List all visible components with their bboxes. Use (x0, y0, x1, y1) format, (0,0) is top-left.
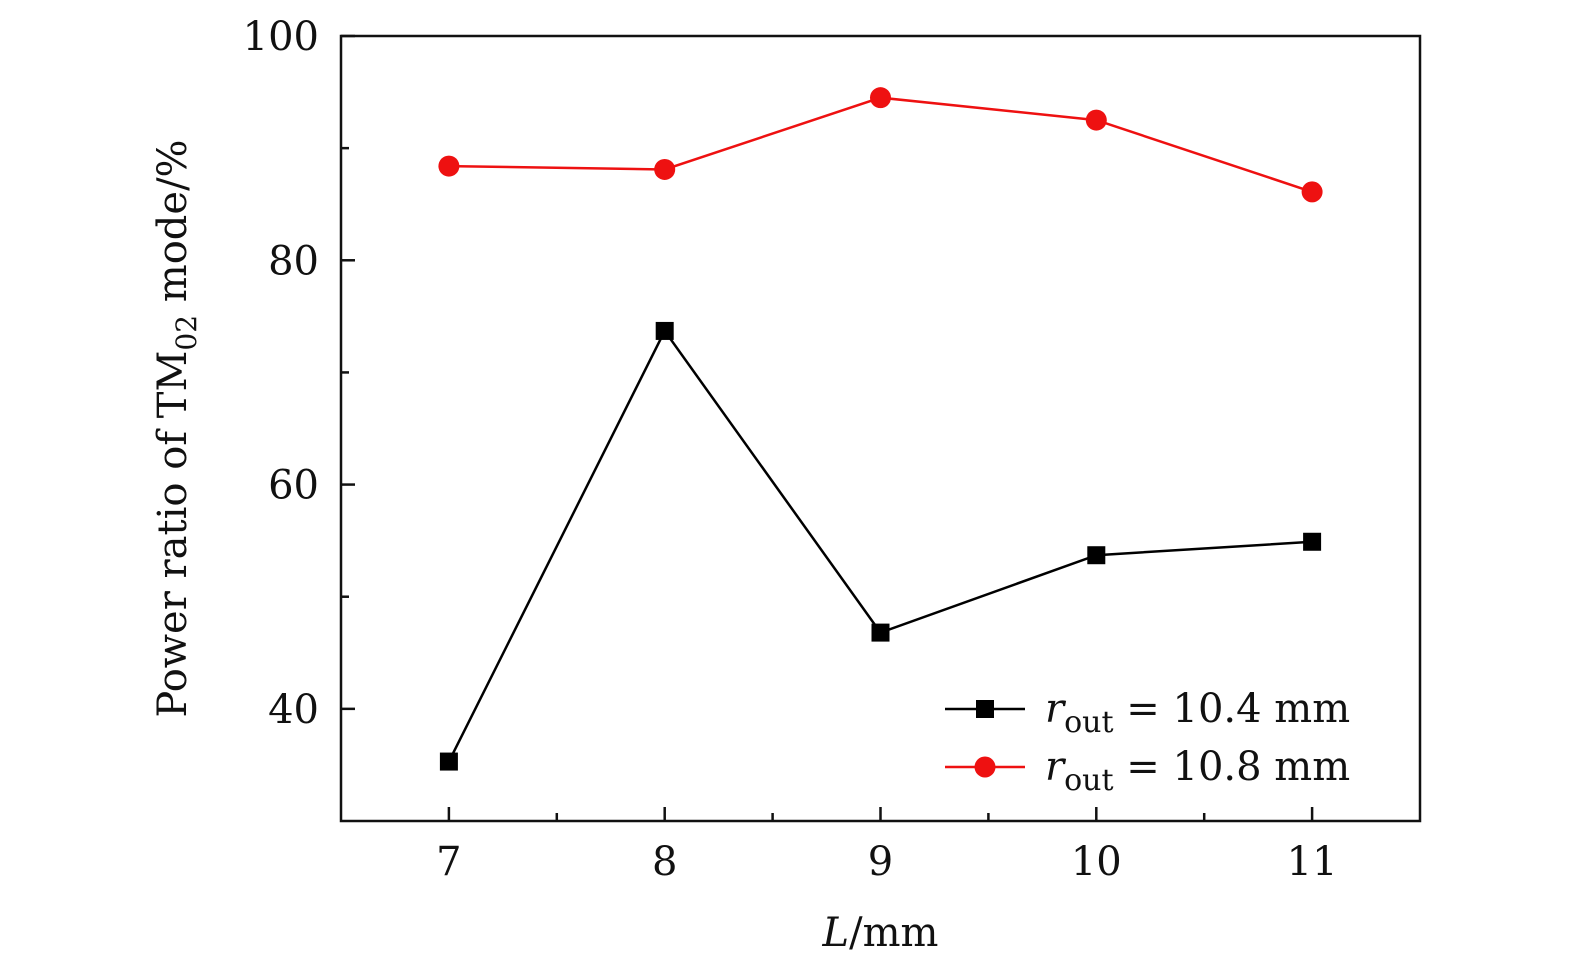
y-tick-label: 40 (268, 687, 319, 733)
series-line (448, 96, 1313, 194)
legend-item: rout = 10.8 mm (945, 744, 1350, 798)
data-point (1303, 532, 1322, 551)
data-point (1301, 181, 1323, 203)
legend-label-subscript: out (1064, 705, 1113, 740)
y-axis-title-prefix: Power ratio of TM (150, 351, 196, 718)
series-layer (438, 87, 1323, 771)
y-tick-label: 80 (268, 238, 319, 284)
x-tick-label: 9 (868, 839, 893, 885)
y-axis-title: Power ratio of TM02 mode/% (150, 139, 203, 717)
data-point (870, 87, 891, 109)
x-minor-ticks (555, 813, 1206, 821)
data-point (1085, 109, 1107, 131)
plot-frame (339, 34, 1422, 823)
legend-marker (976, 700, 994, 718)
legend-item: rout = 10.4 mm (945, 686, 1350, 740)
legend-label: rout = 10.8 mm (1045, 744, 1350, 798)
data-point (871, 623, 890, 642)
x-axis-title: L/mm (822, 910, 939, 956)
legend-label-subscript: out (1064, 763, 1113, 798)
x-axis-ticks: 7 8 9 10 11 (436, 807, 1338, 885)
y-tick-label: 60 (268, 463, 319, 509)
legend-label-variable: r (1045, 744, 1067, 790)
series-2 (438, 87, 1323, 203)
x-tick-label: 10 (1071, 839, 1122, 885)
y-axis-title-suffix: mode/% (150, 139, 196, 315)
y-minor-ticks (341, 146, 349, 598)
legend-label-value: = 10.4 mm (1114, 686, 1351, 732)
y-axis-ticks: 40 60 80 100 (243, 14, 355, 733)
data-point (1087, 546, 1106, 565)
legend-label-value: = 10.8 mm (1114, 744, 1351, 790)
x-tick-label: 11 (1287, 839, 1338, 885)
y-tick-label: 100 (243, 14, 319, 60)
x-axis-title-variable: L (822, 910, 850, 956)
x-tick-label: 8 (652, 839, 677, 885)
series-1 (439, 321, 1322, 771)
data-point (655, 321, 674, 340)
legend-marker (974, 756, 996, 778)
x-axis-title-unit: /mm (849, 910, 938, 956)
legend-label-variable: r (1045, 686, 1067, 732)
data-point (438, 155, 460, 177)
y-axis-title-subscript: 02 (170, 315, 203, 351)
data-point (439, 752, 458, 771)
data-point (654, 158, 676, 180)
legend-label: rout = 10.4 mm (1045, 686, 1350, 740)
x-tick-label: 7 (436, 839, 461, 885)
